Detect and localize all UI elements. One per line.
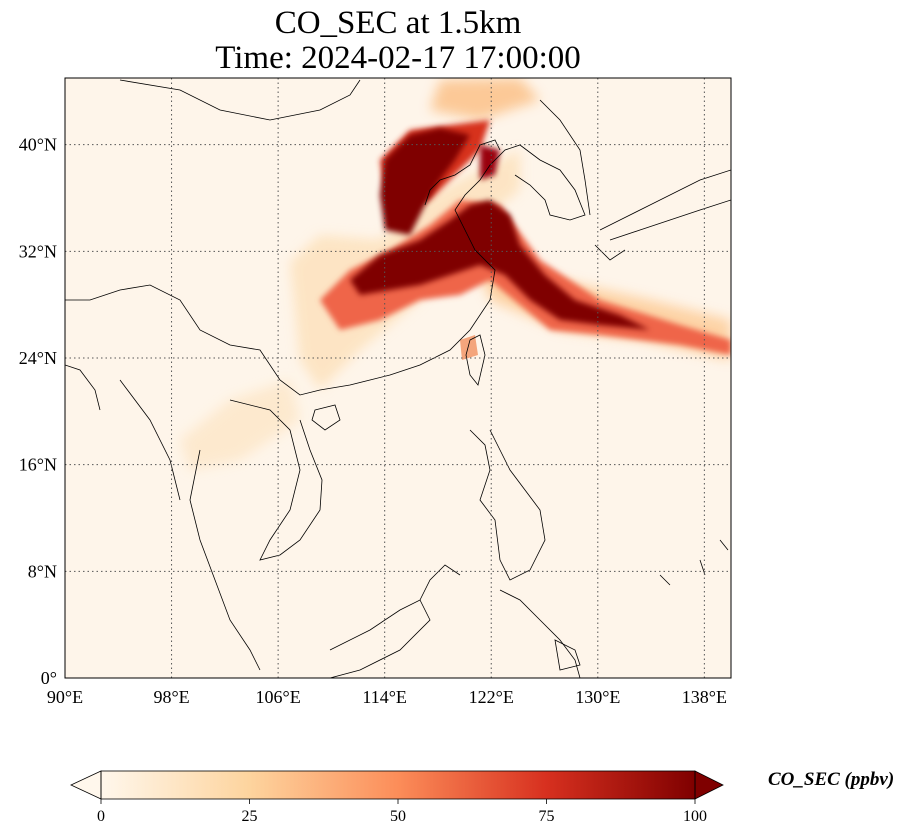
lat-tick-label: 16°N: [19, 455, 57, 475]
map-title-line2: Time: 2024-02-17 17:00:00: [215, 40, 581, 76]
lon-tick-label: 90°E: [47, 687, 83, 707]
lat-tick-label: 8°N: [28, 561, 57, 581]
lat-tick-label: 32°N: [19, 241, 57, 261]
lat-tick-label: 0°: [41, 668, 57, 688]
lon-tick-label: 138°E: [682, 687, 727, 707]
lat-tick-labels: 0° 8°N 16°N 24°N 32°N 40°N: [19, 135, 57, 688]
co-concentration-field: [180, 78, 731, 470]
colorbar-gradient: [101, 771, 695, 799]
lon-tick-label: 130°E: [575, 687, 620, 707]
colorbar-tick-label: 25: [242, 808, 258, 825]
map-frame: [64, 77, 732, 679]
map-title-line1: CO_SEC at 1.5km: [274, 5, 522, 41]
lon-tick-label: 122°E: [469, 687, 514, 707]
lat-tick-label: 40°N: [19, 135, 57, 155]
colorbar-min-extension: [70, 770, 102, 800]
colorbar-max-extension: [694, 770, 724, 800]
colorbar-tick-label: 75: [539, 808, 555, 825]
lat-tick-label: 24°N: [19, 348, 57, 368]
gridlines: [65, 78, 731, 678]
lon-tick-label: 106°E: [256, 687, 301, 707]
lon-tick-labels: 90°E 98°E 106°E 114°E 122°E 130°E 138°E: [47, 687, 727, 707]
lon-tick-label: 114°E: [362, 687, 407, 707]
colorbar: 0 25 50 75 100: [70, 770, 724, 825]
colorbar-label: CO_SEC (ppbv): [768, 769, 895, 790]
colorbar-tick-label: 0: [97, 808, 105, 825]
coastlines: [65, 79, 731, 678]
colorbar-tick-label: 50: [390, 808, 406, 825]
colorbar-tick-label: 100: [683, 808, 707, 825]
lon-tick-label: 98°E: [153, 687, 189, 707]
